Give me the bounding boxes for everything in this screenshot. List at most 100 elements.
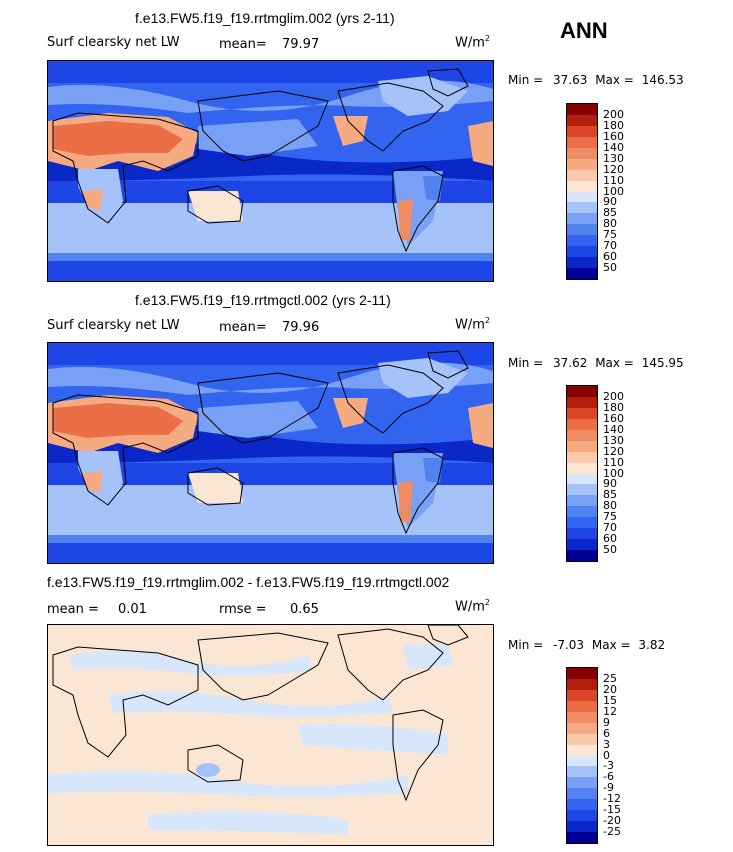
panel3-title: f.e13.FW5.f19_f19.rrtmglim.002 - f.e13.F…: [47, 574, 450, 590]
colorbar-swatch: [567, 788, 597, 800]
colorbar-swatch: [567, 722, 597, 734]
colorbar-tick-label: 60: [603, 250, 617, 264]
colorbar-swatch: [567, 689, 597, 701]
colorbar-swatch: [567, 440, 597, 452]
colorbar-swatch: [567, 104, 597, 115]
colorbar-swatch: [567, 700, 597, 712]
colorbar-swatch: [567, 832, 597, 843]
colorbar-swatch: [567, 202, 597, 214]
panel2-units-exp: 2: [484, 316, 490, 325]
panel1-map: [47, 60, 494, 282]
colorbar-tick-label: 0: [603, 748, 610, 762]
panel2-min-label: Min =: [508, 356, 544, 370]
colorbar-swatch: [567, 517, 597, 529]
colorbar-swatch: [567, 495, 597, 507]
colorbar-tick-label: -9: [603, 781, 614, 795]
colorbar-tick-label: 120: [603, 162, 624, 176]
colorbar-tick-label: 85: [603, 206, 617, 220]
colorbar-tick-label: 90: [603, 477, 617, 491]
colorbar-tick-label: 140: [603, 140, 624, 154]
panel1-mean-label: mean=: [219, 37, 267, 52]
panel1-title: f.e13.FW5.f19_f19.rrtmglim.002 (yrs 2-11…: [135, 10, 395, 26]
panel3-units-base: W/m: [455, 599, 485, 615]
colorbar-swatch: [567, 711, 597, 723]
panel1-max-label: Max =: [595, 73, 634, 87]
panel1-units: W/m2: [455, 34, 490, 50]
colorbar-tick-label: 15: [603, 693, 617, 707]
colorbar-tick-label: 85: [603, 488, 617, 502]
season-label: ANN: [560, 18, 608, 43]
colorbar-tick-label: 160: [603, 411, 624, 425]
panel2-colorbar: 50 60 70 75 80 85 90 100 110 120 130 140 160 180 200: [566, 385, 624, 562]
panel1-variable: Surf clearsky net LW: [47, 35, 180, 50]
panel3-max-value: 3.82: [638, 638, 666, 652]
panel2-max-label: Max =: [595, 356, 634, 370]
colorbar-tick-label: 12: [603, 704, 617, 718]
colorbar-swatch: [567, 125, 597, 137]
colorbar-tick-label: 100: [603, 184, 624, 198]
colorbar-tick-label: 130: [603, 151, 624, 165]
colorbar-swatch: [567, 213, 597, 225]
colorbar-swatch: [567, 821, 597, 833]
colorbar-tick-label: 110: [603, 173, 624, 187]
panel2-minmax: Min = 37.62 Max = 145.95: [508, 356, 684, 370]
colorbar-tick-label: -15: [603, 803, 621, 817]
panel3-rmse-label: rmse =: [219, 602, 267, 617]
panel1-mean-value: 79.97: [282, 37, 320, 52]
panel3-units: W/m2: [455, 598, 490, 614]
panel1-min-value: 37.63: [553, 73, 588, 87]
colorbar-tick-label: -3: [603, 759, 614, 773]
colorbar-tick-label: 130: [603, 433, 624, 447]
colorbar-swatch: [567, 429, 597, 441]
panel3-min-label: Min =: [508, 638, 544, 652]
colorbar-swatch: [567, 169, 597, 181]
colorbar-swatch: [567, 114, 597, 126]
colorbar-tick-label: 200: [603, 389, 624, 403]
colorbar-tick-label: 80: [603, 217, 617, 231]
colorbar-swatch: [567, 180, 597, 192]
panel3-max-label: Max =: [591, 638, 631, 652]
colorbar-swatch: [567, 810, 597, 822]
colorbar-tick-label: 50: [603, 543, 617, 557]
colorbar-tick-label: 160: [603, 129, 624, 143]
colorbar-tick-label: 75: [603, 228, 617, 242]
panel3-colorbar: -25 -20 -15 -12 -9 -6 -3 0 3 6 9 12 15 20 25: [566, 667, 621, 844]
colorbar-tick-label: 20: [603, 682, 617, 696]
panel2-title: f.e13.FW5.f19_f19.rrtmgctl.002 (yrs 2-11…: [135, 292, 391, 308]
colorbar-tick-label: -25: [603, 825, 621, 839]
colorbar-swatch: [567, 451, 597, 463]
colorbar-tick-label: 70: [603, 239, 617, 253]
colorbar-swatch: [567, 528, 597, 540]
colorbar-swatch: [567, 158, 597, 170]
colorbar-swatch: [567, 136, 597, 148]
panel1-units-base: W/m: [455, 35, 485, 51]
panel3-units-exp: 2: [484, 598, 490, 607]
colorbar-tick-label: 80: [603, 499, 617, 513]
panel1-units-exp: 2: [484, 34, 490, 43]
colorbar-tick-label: 100: [603, 466, 624, 480]
colorbar-tick-label: 140: [603, 422, 624, 436]
colorbar-swatch: [567, 766, 597, 778]
colorbar-swatch: [567, 191, 597, 203]
colorbar-swatch: [567, 777, 597, 789]
colorbar-tick-label: 200: [603, 107, 624, 121]
colorbar-tick-label: 9: [603, 715, 610, 729]
panel1-minmax: Min = 37.63 Max = 146.53: [508, 73, 684, 87]
panel1-max-value: 146.53: [641, 73, 684, 87]
panel2-mean-label: mean=: [219, 320, 267, 335]
colorbar-tick-label: 75: [603, 510, 617, 524]
colorbar-swatch: [567, 386, 597, 397]
colorbar-swatch: [567, 147, 597, 159]
panel3-mean-value: 0.01: [118, 602, 147, 617]
colorbar-swatch: [567, 407, 597, 419]
colorbar-swatch: [567, 396, 597, 408]
panel3-minmax: Min = -7.03 Max = 3.82: [508, 638, 665, 652]
colorbar-swatch: [567, 484, 597, 496]
colorbar-tick-label: 180: [603, 400, 624, 414]
colorbar-tick-label: 50: [603, 261, 617, 275]
colorbar-swatch: [567, 257, 597, 269]
colorbar-swatch: [567, 246, 597, 258]
colorbar-tick-label: 120: [603, 444, 624, 458]
colorbar-tick-label: 90: [603, 195, 617, 209]
colorbar-swatch: [567, 224, 597, 236]
